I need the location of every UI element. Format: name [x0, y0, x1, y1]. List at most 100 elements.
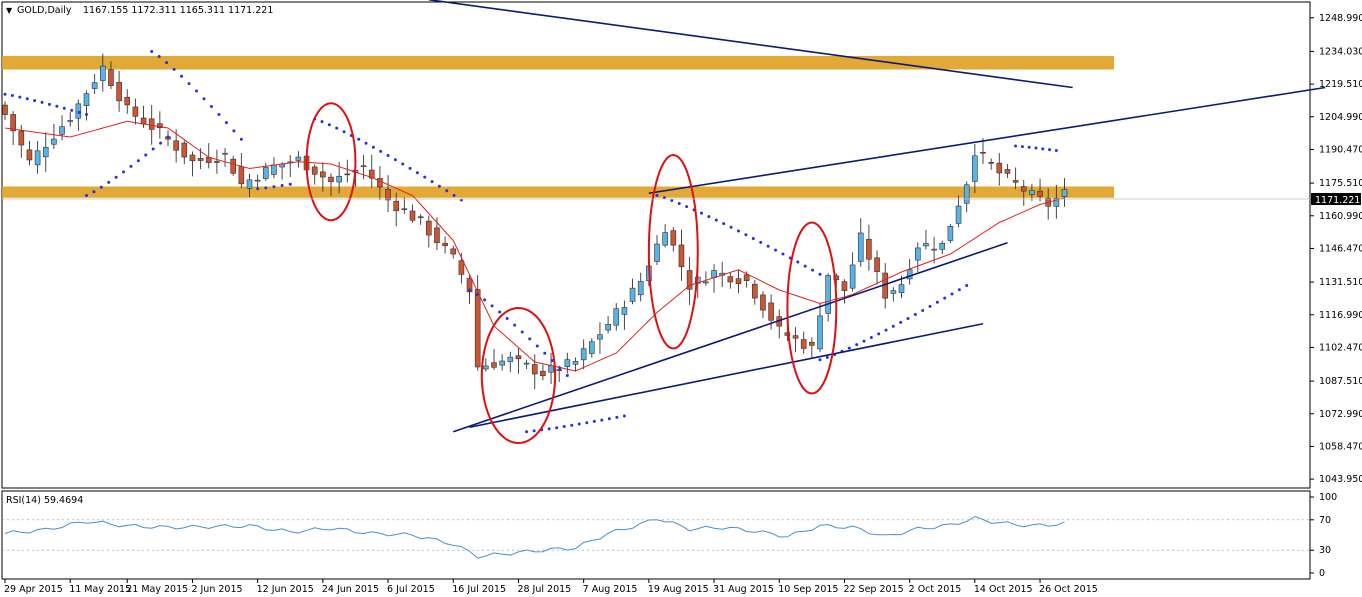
- candle-body: [320, 171, 326, 178]
- chart-collapse-icon[interactable]: ▼: [6, 6, 13, 15]
- sar-dot: [570, 423, 574, 427]
- sar-dot: [62, 106, 66, 110]
- candle-body: [75, 103, 82, 119]
- parabolic-sar: [3, 50, 1058, 434]
- sar-dot: [877, 332, 881, 336]
- candle-body: [246, 179, 253, 189]
- sar-dot: [40, 100, 44, 104]
- sar-dot: [77, 110, 81, 114]
- candle-body: [751, 283, 758, 299]
- candle-body: [866, 238, 872, 260]
- candle-body: [809, 341, 815, 346]
- candle-body: [939, 242, 946, 250]
- x-tick-label: 16 Jul 2015: [452, 584, 506, 595]
- sar-dot: [899, 320, 903, 324]
- candle-body: [556, 369, 563, 371]
- sar-dot: [555, 426, 559, 430]
- sar-dot: [165, 61, 169, 65]
- candle-body: [474, 289, 481, 368]
- x-tick-label: 2 Oct 2015: [909, 584, 962, 595]
- candle-body: [1037, 190, 1043, 197]
- sar-dot: [513, 323, 517, 327]
- ohlc-label: 1167.155 1172.311 1165.311 1171.221: [83, 5, 273, 16]
- y-tick-label: 1234.030: [1319, 46, 1362, 57]
- candle-body: [914, 247, 921, 261]
- candle-body: [483, 365, 489, 370]
- candle-body: [311, 166, 318, 175]
- sar-dot: [525, 430, 529, 434]
- sar-dot: [1054, 149, 1058, 152]
- sar-dot: [655, 194, 659, 197]
- trend-line-1[interactable]: [469, 322, 984, 429]
- sar-dot: [70, 108, 74, 112]
- sar-dot: [166, 135, 170, 139]
- sar-dot: [85, 113, 88, 116]
- candle-body: [1020, 186, 1027, 192]
- candle-body: [548, 365, 554, 373]
- candle-body: [59, 126, 65, 135]
- sar-dot: [224, 121, 228, 125]
- candle-body: [654, 243, 660, 262]
- candle-body: [890, 290, 897, 294]
- x-tick-label: 7 Aug 2015: [583, 584, 638, 595]
- candle-body: [760, 294, 766, 311]
- sar-dot: [1027, 145, 1031, 149]
- candle-body: [124, 97, 131, 106]
- sar-dot: [1020, 145, 1024, 149]
- y-tick-label: 1219.510: [1319, 79, 1362, 90]
- sar-dot: [884, 328, 888, 332]
- candle-body: [295, 156, 302, 161]
- resistance-zone-1: [2, 186, 1114, 198]
- sar-dot: [685, 205, 689, 209]
- x-tick-label: 26 Oct 2015: [1039, 584, 1098, 595]
- trend-line-3[interactable]: [648, 86, 1326, 195]
- sar-dot: [714, 218, 718, 222]
- current-price-tag: [1311, 193, 1361, 205]
- sar-dot: [1034, 146, 1038, 150]
- x-tick-label: 10 Sep 2015: [778, 584, 838, 595]
- trend-line-0[interactable]: [452, 241, 1008, 433]
- sar-dot: [122, 170, 126, 174]
- trend-line-2[interactable]: [428, 0, 1073, 89]
- candle-body: [580, 348, 587, 361]
- candle-body: [1061, 189, 1068, 197]
- candle-body: [523, 362, 530, 365]
- y-tick-label: 1072.990: [1319, 409, 1362, 420]
- highlight-ellipses: [305, 102, 838, 444]
- candle-body: [507, 356, 514, 362]
- y-tick-label: 1116.990: [1319, 310, 1362, 321]
- candle-body: [100, 65, 106, 81]
- candle-body: [181, 142, 188, 158]
- candle-body: [686, 270, 693, 290]
- sar-dot: [401, 162, 405, 166]
- sar-dot: [415, 171, 419, 175]
- candle-body: [531, 364, 538, 375]
- sar-dot: [818, 358, 822, 362]
- candle-body: [857, 232, 864, 262]
- sar-dot: [943, 296, 947, 300]
- sar-dot: [483, 298, 487, 302]
- sar-dot: [452, 193, 456, 197]
- candle-body: [18, 130, 25, 146]
- x-tick-label: 12 Jun 2015: [257, 584, 314, 595]
- candle-body: [955, 205, 962, 224]
- sar-dot: [256, 187, 260, 191]
- highlight-ellipse: [647, 154, 699, 350]
- candle-body: [613, 308, 620, 326]
- candle-body: [425, 220, 432, 236]
- candle-body: [238, 166, 245, 185]
- candle-body: [26, 149, 33, 161]
- candle-body: [963, 184, 970, 204]
- ma-line: [4, 120, 1065, 372]
- y-tick-label: 1160.990: [1319, 211, 1362, 222]
- rsi-label: RSI(14) 59.4694: [6, 495, 83, 506]
- sar-dot: [825, 355, 829, 359]
- symbol-label: GOLD,Daily: [17, 5, 72, 16]
- sar-dot: [592, 419, 596, 423]
- candle-body: [10, 114, 16, 132]
- sar-dot: [957, 288, 961, 292]
- sar-dot: [55, 104, 59, 108]
- candle-body: [678, 244, 685, 268]
